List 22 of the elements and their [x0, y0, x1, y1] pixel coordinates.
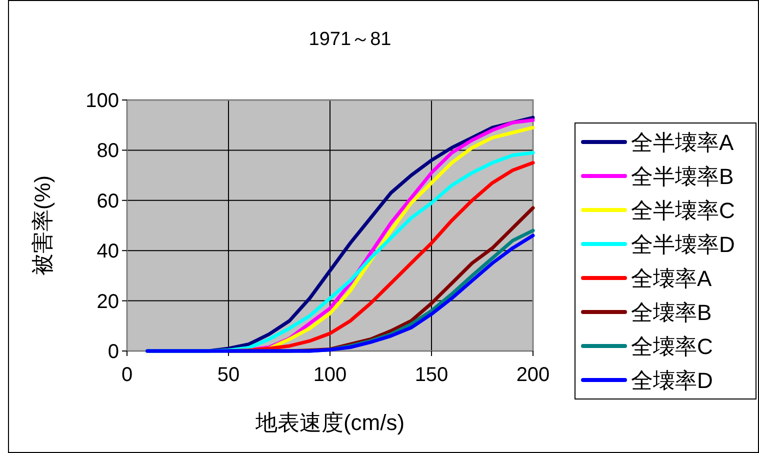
x-axis-title: 地表速度(cm/s) [254, 410, 405, 435]
legend-label: 全壊率B [631, 300, 712, 325]
legend-label: 全半壊率D [631, 232, 735, 257]
legend-label: 全壊率D [631, 368, 713, 393]
x-tick-label: 200 [516, 364, 550, 386]
y-tick-label: 0 [108, 341, 119, 363]
legend-label: 全半壊率A [631, 130, 734, 155]
legend-label: 全壊率A [631, 266, 712, 291]
x-tick-label: 0 [121, 364, 133, 386]
x-tick-label: 100 [313, 364, 347, 386]
x-tick-label: 50 [217, 364, 240, 386]
x-tick-label: 150 [414, 364, 448, 386]
y-tick-label: 100 [86, 90, 119, 112]
y-tick-label: 20 [96, 290, 119, 313]
y-tick-label: 60 [96, 190, 119, 212]
y-tick-label: 80 [96, 140, 119, 162]
chart-title: 1971～81 [308, 29, 392, 50]
y-axis-title: 被害率(%) [30, 175, 55, 276]
legend-label: 全半壊率B [631, 164, 734, 189]
legend-label: 全半壊率C [631, 198, 735, 223]
y-tick-label: 40 [96, 240, 119, 263]
legend-label: 全壊率C [631, 334, 713, 359]
